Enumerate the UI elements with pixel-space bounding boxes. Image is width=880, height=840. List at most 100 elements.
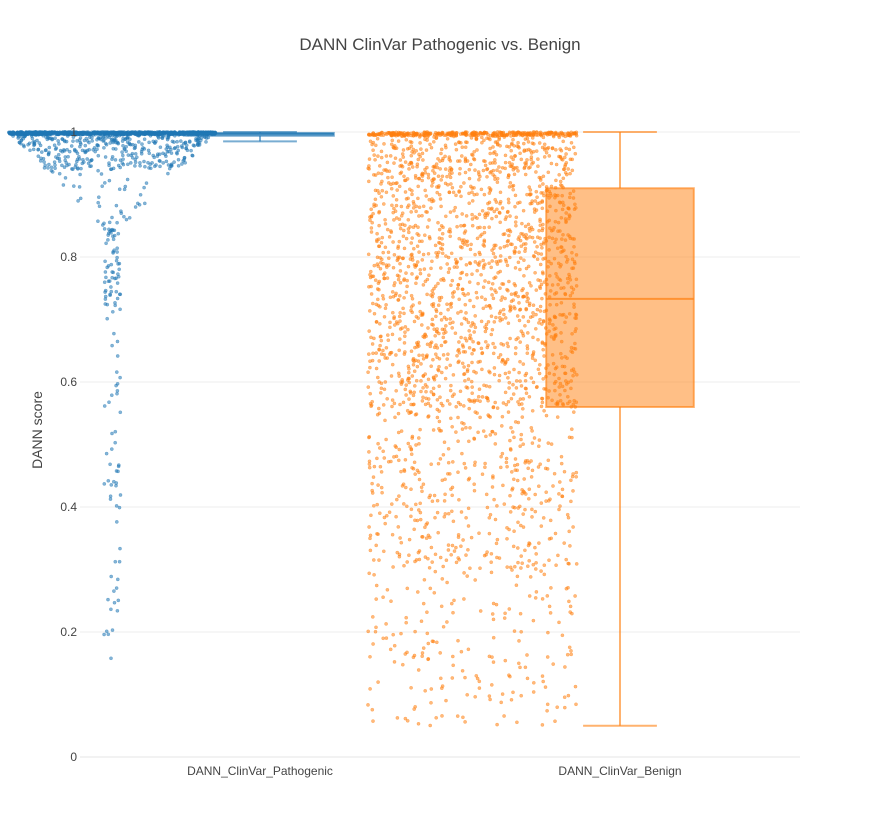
data-point xyxy=(495,207,499,212)
data-point xyxy=(407,397,411,401)
data-point xyxy=(103,181,107,185)
data-point xyxy=(521,406,525,411)
data-point xyxy=(455,714,460,718)
data-point xyxy=(390,290,395,294)
data-point xyxy=(110,270,114,274)
data-point xyxy=(124,217,129,222)
data-point xyxy=(366,703,370,707)
data-point xyxy=(87,147,91,152)
data-point xyxy=(126,135,130,139)
data-point xyxy=(77,157,82,161)
data-point xyxy=(518,397,523,401)
data-point xyxy=(384,513,389,518)
data-point xyxy=(399,382,404,386)
data-point xyxy=(481,306,486,311)
data-point xyxy=(417,353,421,358)
data-point xyxy=(419,379,423,383)
data-point xyxy=(485,136,489,140)
data-point xyxy=(532,142,536,146)
data-point xyxy=(380,490,384,495)
data-point xyxy=(494,541,499,546)
data-point xyxy=(118,410,123,415)
data-point xyxy=(537,541,541,545)
data-point xyxy=(527,185,532,189)
data-point xyxy=(412,384,417,388)
data-point xyxy=(169,164,174,168)
data-point xyxy=(37,132,42,136)
data-point xyxy=(544,413,549,418)
data-point xyxy=(515,462,520,467)
data-point xyxy=(480,140,484,145)
data-point xyxy=(171,131,176,136)
data-point xyxy=(402,311,406,316)
data-point xyxy=(513,204,517,209)
data-point xyxy=(376,680,380,684)
data-point xyxy=(196,136,201,141)
data-point xyxy=(375,231,379,236)
data-point xyxy=(498,318,503,323)
points-layer xyxy=(7,130,579,728)
data-point xyxy=(527,559,532,563)
data-point xyxy=(459,154,464,158)
data-point xyxy=(563,155,567,160)
data-point xyxy=(381,636,386,641)
data-point xyxy=(506,200,511,205)
data-point xyxy=(112,589,116,593)
data-point xyxy=(540,270,545,275)
data-point xyxy=(125,177,130,182)
data-point xyxy=(509,148,514,153)
data-point xyxy=(464,262,469,267)
data-point xyxy=(498,269,503,274)
data-point xyxy=(457,350,462,355)
data-point xyxy=(117,187,122,191)
data-point xyxy=(409,349,414,354)
data-point xyxy=(100,184,104,188)
data-point xyxy=(113,559,118,564)
data-point xyxy=(417,135,422,139)
data-point xyxy=(568,610,573,614)
data-point xyxy=(529,155,534,159)
data-point xyxy=(389,142,394,147)
data-point xyxy=(557,620,561,625)
data-point xyxy=(431,168,435,173)
data-point xyxy=(399,213,404,218)
data-point xyxy=(574,474,579,479)
data-point xyxy=(516,260,521,265)
data-point xyxy=(473,260,478,264)
data-point xyxy=(371,503,376,508)
data-point xyxy=(444,558,449,563)
data-point xyxy=(373,197,378,202)
data-point xyxy=(386,130,390,135)
data-point xyxy=(527,594,532,598)
iqr-box xyxy=(545,187,695,408)
data-point xyxy=(530,515,534,519)
data-point xyxy=(537,141,542,145)
y-axis-ticks: 00.20.40.60.81 xyxy=(60,125,77,764)
data-point xyxy=(461,349,466,354)
data-point xyxy=(464,516,468,520)
data-point xyxy=(511,157,516,162)
data-point xyxy=(462,597,466,601)
data-point xyxy=(437,426,441,431)
data-point xyxy=(553,531,558,536)
data-point xyxy=(472,192,477,197)
data-point xyxy=(107,178,112,183)
data-point xyxy=(426,251,431,256)
data-point xyxy=(115,388,120,393)
data-point xyxy=(429,390,434,394)
data-point xyxy=(374,625,378,630)
data-point xyxy=(516,169,520,173)
data-point xyxy=(446,511,451,516)
data-point xyxy=(416,225,420,229)
data-point xyxy=(422,335,427,340)
data-point xyxy=(415,260,420,264)
data-point xyxy=(403,190,408,194)
data-point xyxy=(531,618,536,623)
data-point xyxy=(136,140,141,144)
data-point xyxy=(127,215,132,220)
data-point xyxy=(498,352,503,357)
data-point xyxy=(420,132,424,136)
data-point xyxy=(392,315,397,319)
data-point xyxy=(143,164,147,169)
